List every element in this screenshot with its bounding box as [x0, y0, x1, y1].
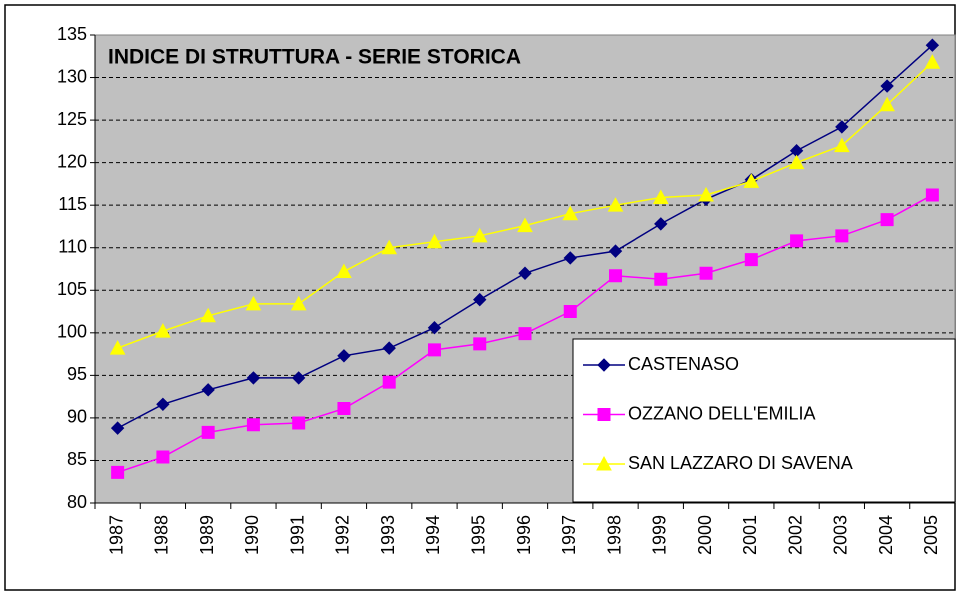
marker: [382, 341, 396, 355]
marker: [200, 307, 216, 323]
y-tick-label: 110: [58, 236, 87, 256]
x-tick-label: 2000: [695, 515, 715, 555]
y-tick-label: 135: [57, 24, 87, 44]
marker: [111, 465, 125, 479]
marker: [609, 269, 623, 283]
marker: [879, 96, 895, 112]
marker: [652, 189, 669, 205]
x-tick-label: 2005: [921, 515, 941, 555]
marker: [337, 349, 351, 363]
x-tick-label: 2004: [876, 515, 896, 555]
marker: [563, 251, 577, 265]
marker: [201, 383, 215, 397]
marker: [654, 272, 668, 286]
marker: [790, 234, 804, 248]
y-tick-label: 120: [57, 151, 87, 171]
x-tick-label: 1996: [514, 515, 534, 555]
marker: [698, 186, 714, 202]
marker: [699, 266, 713, 280]
marker: [427, 343, 441, 357]
legend-box: [572, 338, 956, 503]
marker: [562, 205, 579, 221]
x-tick-label: 1990: [242, 515, 262, 555]
marker: [925, 188, 939, 202]
x-tick-label: 1995: [468, 515, 488, 555]
x-tick-label: 2002: [785, 515, 805, 555]
marker: [290, 295, 307, 311]
marker: [156, 450, 170, 464]
marker: [156, 397, 170, 412]
marker: [291, 371, 306, 385]
marker: [473, 292, 487, 307]
marker: [471, 227, 488, 243]
legend-label: CASTENASO: [628, 354, 739, 374]
marker: [110, 421, 125, 435]
marker: [518, 327, 532, 341]
legend: CASTENASO OZZANO DELL'EMILIA SAN LAZZARO D…: [572, 338, 956, 503]
x-tick-label: 1999: [650, 515, 670, 555]
marker: [517, 217, 533, 233]
marker: [925, 38, 940, 52]
marker: [518, 266, 532, 280]
marker: [473, 337, 487, 351]
marker: [292, 416, 306, 430]
legend-marker: [597, 358, 611, 372]
x-tick-label: 1991: [287, 515, 307, 555]
x-tick-label: 1988: [152, 515, 172, 555]
legend-marker: [596, 455, 612, 471]
y-tick-label: 125: [57, 109, 87, 129]
chart-title: INDICE DI STRUTTURA - SERIE STORICA: [108, 46, 521, 69]
y-tick-label: 105: [57, 279, 87, 299]
marker: [155, 323, 171, 338]
marker: [427, 321, 442, 335]
marker: [245, 295, 262, 311]
marker: [426, 233, 443, 249]
legend-marker: [597, 408, 611, 421]
x-tick-label: 1992: [333, 515, 353, 555]
marker: [337, 402, 351, 416]
marker: [201, 425, 215, 439]
x-tick-label: 2003: [831, 515, 851, 555]
y-tick-label: 80: [67, 492, 87, 512]
marker: [835, 120, 849, 134]
x-tick-label: 1997: [559, 515, 579, 555]
y-tick-label: 115: [58, 194, 87, 214]
x-tick-label: 1989: [197, 515, 217, 555]
y-tick-label: 90: [67, 407, 87, 427]
marker: [563, 305, 577, 319]
x-tick-label: 1987: [106, 515, 126, 555]
x-tick-label: 2001: [740, 515, 760, 555]
y-tick-label: 85: [67, 449, 87, 469]
marker: [246, 418, 260, 432]
marker: [835, 229, 849, 243]
marker: [880, 213, 894, 227]
y-tick-label: 130: [57, 66, 87, 86]
marker: [880, 79, 894, 93]
legend-label: SAN LAZZARO DI SAVENA: [628, 453, 853, 473]
marker: [382, 375, 396, 389]
marker: [924, 54, 941, 69]
y-tick-label: 100: [57, 322, 87, 342]
marker: [788, 154, 805, 170]
legend-label: OZZANO DELL'EMILIA: [628, 403, 815, 423]
x-tick-label: 1998: [604, 515, 624, 555]
y-tick-label: 95: [67, 364, 87, 384]
marker: [109, 340, 126, 355]
marker: [608, 244, 623, 258]
x-tick-label: 1994: [423, 515, 443, 555]
marker: [654, 217, 668, 231]
x-tick-label: 1993: [378, 515, 398, 555]
marker: [743, 173, 760, 188]
marker: [381, 239, 398, 255]
marker: [744, 253, 758, 267]
marker: [834, 137, 850, 153]
marker: [607, 197, 624, 212]
marker: [246, 371, 261, 385]
marker: [336, 263, 352, 279]
